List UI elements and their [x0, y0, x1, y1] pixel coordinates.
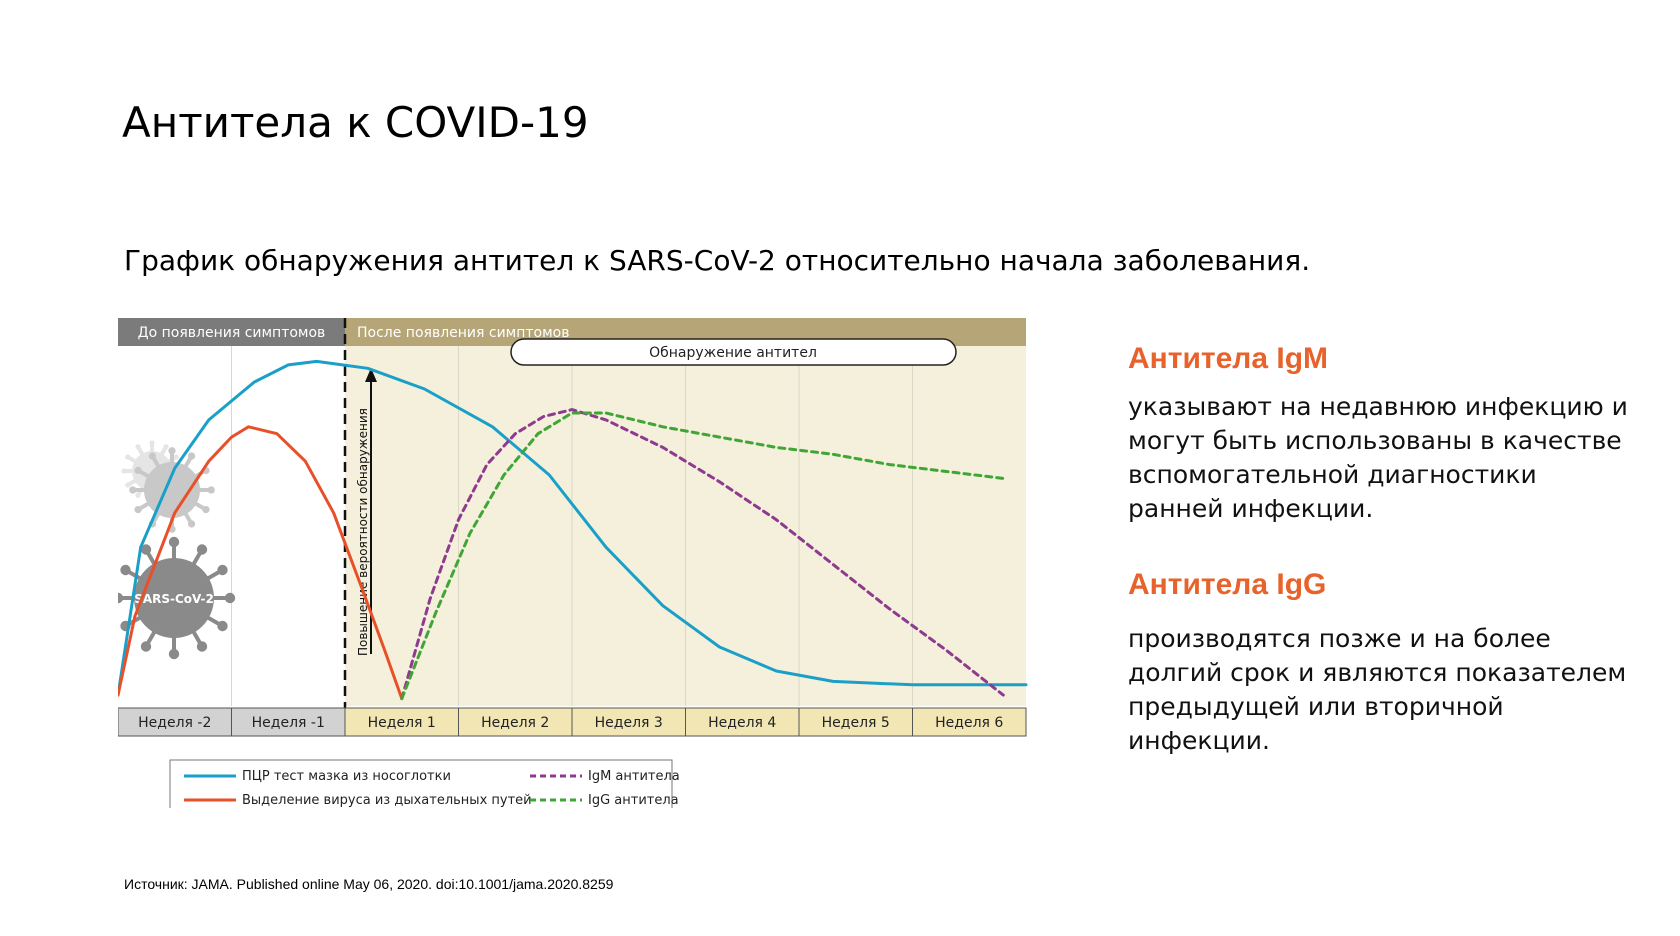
virus-spike-tip [196, 641, 208, 652]
virus-spike-tip [168, 648, 180, 660]
week-label: Неделя 6 [935, 715, 1003, 731]
virus-spike-tip [135, 492, 141, 498]
virus-spike-tip [217, 620, 228, 632]
slide-subtitle: График обнаружения антител к SARS-CoV-2 … [124, 244, 1311, 277]
virus-spike-tip [125, 454, 131, 460]
pre-symptom-header [118, 318, 345, 346]
virus-spike-tip [173, 454, 179, 460]
virus-spike-tip [121, 468, 127, 474]
week-cell [231, 707, 346, 737]
week-cell [344, 707, 459, 737]
virus-spike-tip [187, 520, 196, 528]
virus-icon: SARS-CoV-2 [118, 536, 236, 660]
source-note: Источник: JAMA. Published online May 06,… [124, 876, 614, 892]
virus-spike-tip [187, 452, 196, 460]
week-cell [685, 707, 800, 737]
igg-heading: Антитела IgG [1128, 568, 1327, 601]
virus-spike-tip [140, 641, 152, 652]
virus-spike-tip [140, 544, 152, 555]
probability-label: Повышение вероятности обнаружения [356, 408, 370, 656]
virus-spike-tip [217, 564, 228, 576]
week-label: Неделя 2 [481, 715, 549, 731]
virus-spike-tip [207, 486, 215, 494]
legend-box [169, 759, 673, 808]
igm-description: указывают на недавнюю инфекцию и могут б… [1128, 392, 1628, 523]
legend-label: IgG антитела [588, 793, 679, 808]
legend-label: Выделение вируса из дыхательных путей [242, 793, 532, 808]
virus-label: SARS-CoV-2 [134, 592, 214, 606]
week-label: Неделя -1 [252, 715, 325, 731]
series-line-0 [118, 359, 1028, 697]
week-cell [118, 707, 232, 737]
virus-spike-tip [134, 505, 142, 514]
legend-label: IgM антитела [588, 769, 680, 784]
week-cell [798, 707, 913, 737]
week-label: Неделя 4 [708, 715, 776, 731]
post-symptom-label: После появления симптомов [357, 325, 570, 341]
series-line-1 [118, 425, 404, 701]
virus-spike-tip [129, 486, 137, 494]
virus-spike-tip [148, 452, 157, 460]
series-line-3 [400, 411, 1005, 701]
chart-svg: До появления симптомов После появления си… [118, 318, 1028, 808]
virus-spike-tip [149, 440, 155, 446]
week-cell [912, 707, 1027, 737]
virus-spike-tip [168, 447, 176, 455]
virus-spike-tip [196, 544, 208, 555]
week-label: Неделя -2 [138, 715, 211, 731]
legend-label: ПЦР тест мазка из носоглотки [242, 769, 451, 784]
igg-description: производятся позже и на более долгий сро… [1128, 624, 1627, 755]
week-label: Неделя 1 [368, 715, 436, 731]
virus-spike-tip [120, 564, 131, 576]
virus-spike-tip [163, 444, 169, 450]
virus-spike-tip [202, 505, 210, 514]
week-label: Неделя 5 [822, 715, 890, 731]
antibody-detection-chart: До появления симптомов После появления си… [118, 318, 1028, 808]
virus-spike-tip [224, 592, 236, 604]
igg-panel: Антитела IgG производятся позже и на бол… [1128, 568, 1628, 758]
pre-symptom-label: До появления симптомов [138, 325, 326, 341]
igm-panel: Антитела IgM указывают на недавнюю инфек… [1128, 342, 1628, 526]
virus-spike-tip [118, 592, 124, 604]
series-line-2 [400, 408, 1005, 701]
week-label: Неделя 3 [595, 715, 663, 731]
virus-spike-tip [134, 466, 142, 475]
antibody-detection-label: Обнаружение антител [649, 345, 817, 361]
slide-title: Антитела к COVID-19 [122, 98, 589, 147]
virus-spike-tip [168, 536, 180, 548]
virus-body [134, 558, 214, 638]
chart-legend: ПЦР тест мазка из носоглотки Выделение ви… [169, 759, 680, 808]
antibody-detection-pill [510, 338, 957, 366]
igm-heading: Антитела IgM [1128, 342, 1329, 375]
virus-spike-tip [125, 482, 131, 488]
arrow-head-icon [365, 368, 377, 382]
virus-spike-tip [135, 444, 141, 450]
week-cell [458, 707, 573, 737]
